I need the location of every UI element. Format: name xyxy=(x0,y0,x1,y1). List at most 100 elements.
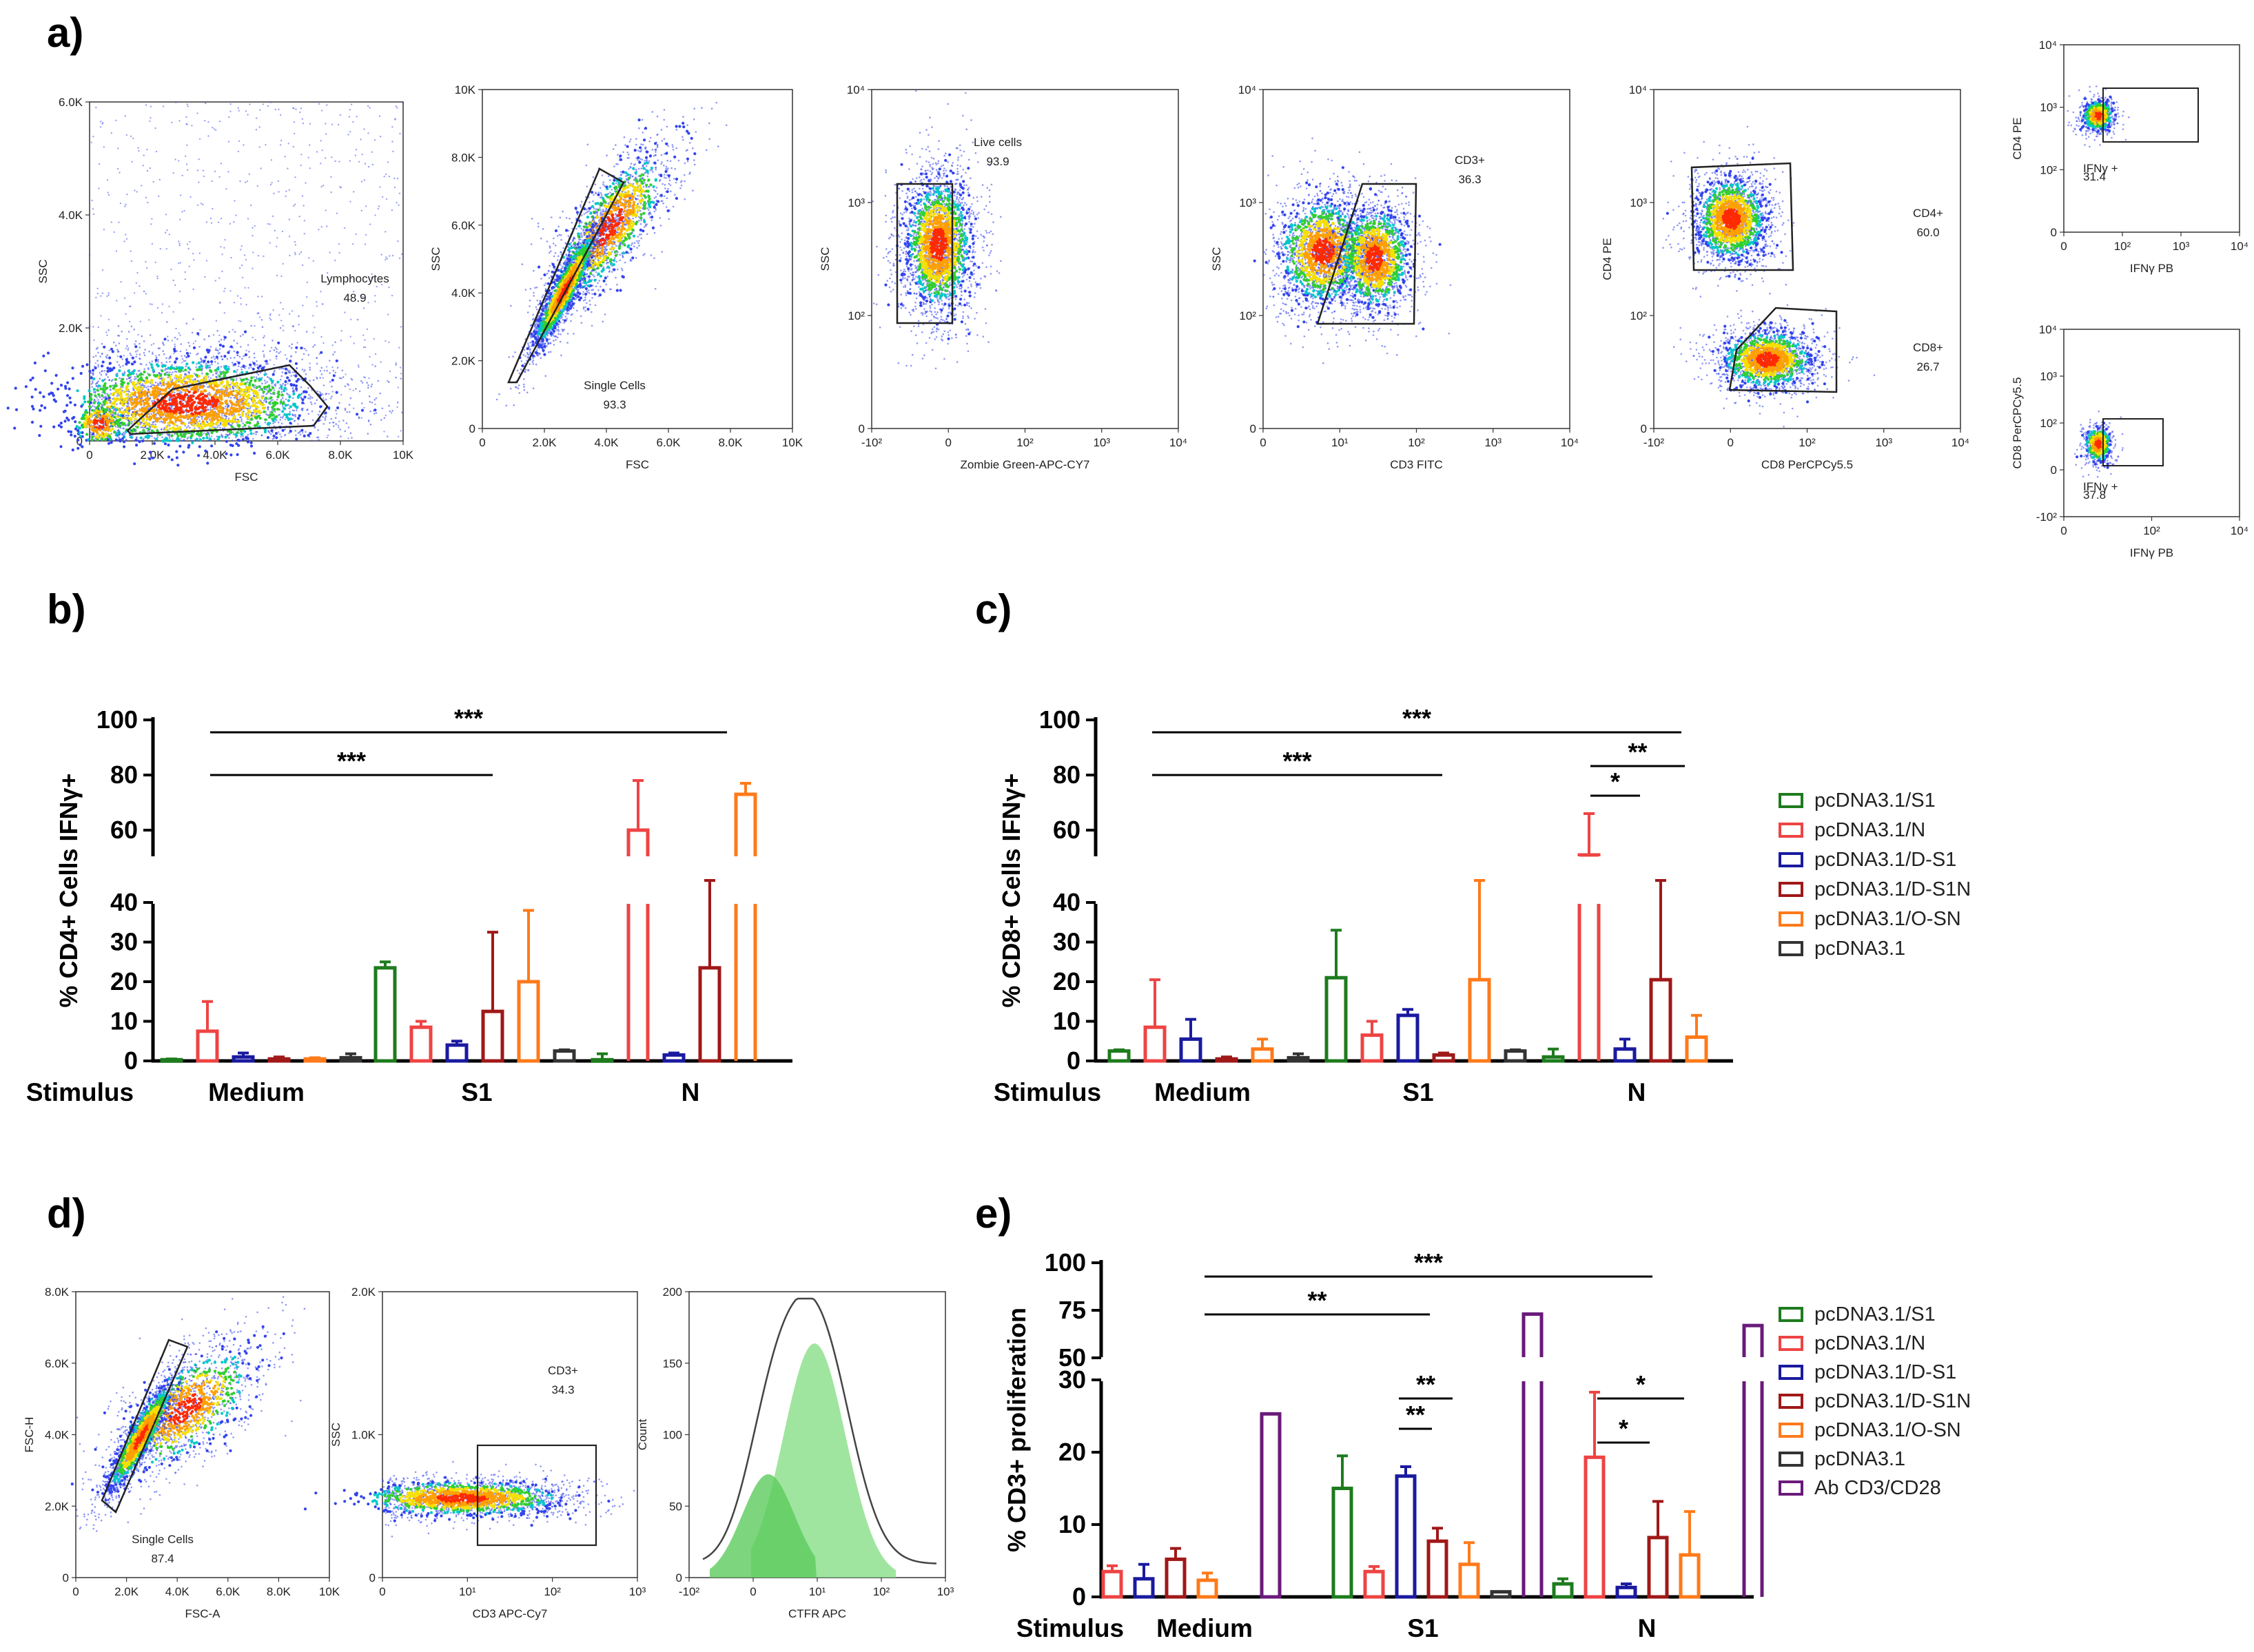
flow-a1-density-event xyxy=(268,402,271,404)
flow-a1-event xyxy=(308,354,310,356)
flow-a1-sparse-event xyxy=(362,335,364,336)
flow-a1: 0 2.0K 4.0K 6.0K 8.0K 10K02.0K4.0K6.0KFSCSSC L… xyxy=(0,96,414,484)
flow-a1-density-event xyxy=(276,408,279,411)
flow-a1-density-event xyxy=(281,410,284,413)
flow-a1-sparse-event xyxy=(267,223,269,225)
flow-a1-event xyxy=(285,384,287,386)
flow-a1-sparse-event xyxy=(257,185,258,187)
flow-a1-sparse-event xyxy=(191,125,192,126)
flow-a1-event xyxy=(265,382,267,384)
flow-a1-density-event xyxy=(141,386,143,389)
flow-a1-density-event xyxy=(170,409,172,412)
flow-a1-density-event xyxy=(205,413,208,415)
flow-a1-sparse-event xyxy=(108,194,110,196)
flow-a1-density-event xyxy=(68,397,71,400)
flow-a1-sparse-event xyxy=(373,338,375,340)
flow-a1-density-event xyxy=(165,418,167,421)
flow-a1-density-event xyxy=(125,388,128,391)
flow-a1-sparse-event xyxy=(350,319,351,320)
flow-a1-density-event xyxy=(163,408,165,411)
flow-a1-density-event xyxy=(140,373,143,375)
flow-a1-event xyxy=(373,399,376,401)
flow-a1-sparse-event xyxy=(362,154,363,155)
flow-a1-event xyxy=(388,381,390,383)
flow-a1-density-event xyxy=(141,378,143,381)
flow-a1-sparse-event xyxy=(239,267,240,269)
flow-a1-density-event xyxy=(262,404,265,406)
flow-a1-sparse-event xyxy=(89,254,90,256)
flow-a1-event xyxy=(286,358,288,360)
flow-a1-event xyxy=(308,394,310,396)
flow-a1-event xyxy=(219,427,221,429)
flow-a1-density-event xyxy=(31,395,34,398)
flow-a1-density-event xyxy=(34,362,37,364)
flow-a1-sparse-event xyxy=(338,425,339,426)
flow-a1-sparse-event xyxy=(326,366,327,367)
flow-a1-density-event xyxy=(202,437,205,440)
flow-a1-sparse-event xyxy=(146,149,147,150)
flow-a1-event xyxy=(227,434,229,436)
flow-a1-density-event xyxy=(136,426,139,429)
flow-a1-event xyxy=(201,373,203,375)
flow-a1-event xyxy=(210,378,212,380)
flow-a1-event xyxy=(209,419,211,421)
flow-a1-density-event xyxy=(152,369,154,371)
flow-a1-density-event xyxy=(153,442,156,445)
flow-a1-density-event xyxy=(223,394,226,397)
flow-a1-density-event xyxy=(182,451,185,453)
flow-a1-event xyxy=(280,379,282,381)
flow-a1-sparse-event xyxy=(313,260,314,262)
flow-a1-density-event xyxy=(225,387,227,390)
flow-a1-event xyxy=(335,423,337,425)
flow-a1-event xyxy=(391,410,393,412)
flow-a1-event xyxy=(176,371,178,373)
flow-a1-event xyxy=(129,377,131,379)
flow-a1-sparse-event xyxy=(321,110,322,111)
flow-a1-sparse-event xyxy=(349,131,351,132)
flow-a1-event xyxy=(181,391,183,393)
flow-a1-sparse-event xyxy=(109,350,110,351)
flow-a1-density-event xyxy=(289,417,292,420)
flow-a1-event xyxy=(221,339,223,341)
flow-a1-sparse-event xyxy=(100,126,101,127)
flow-a1-event xyxy=(169,437,171,439)
flow-a1-event xyxy=(311,397,314,399)
flow-a1-debris-event xyxy=(115,426,117,428)
flow-a1-event xyxy=(217,362,219,364)
flow-a1-density-event xyxy=(131,403,134,406)
flow-a1-event xyxy=(258,312,260,314)
flow-a1-sparse-event xyxy=(245,304,247,305)
flow-a1-density-event xyxy=(119,392,121,395)
flow-a1-density-event xyxy=(219,395,222,397)
flow-a1-density-event xyxy=(215,403,218,406)
flow-a1-sparse-event xyxy=(125,348,127,349)
flow-a1-sparse-event xyxy=(336,413,337,415)
flow-a1-sparse-event xyxy=(180,438,181,440)
flow-a1-event xyxy=(96,348,98,350)
flow-a1-sparse-event xyxy=(127,347,129,349)
flow-a1-event xyxy=(238,365,240,367)
flow-a1-sparse-event xyxy=(238,110,240,112)
flow-a1-event xyxy=(256,431,258,433)
flow-a1-event xyxy=(250,325,252,327)
flow-a1-event xyxy=(357,319,359,321)
flow-a1-sparse-event xyxy=(368,378,369,379)
flow-a1-density-event xyxy=(172,426,174,429)
flow-a1-event xyxy=(281,423,283,425)
flow-a1-density-event xyxy=(192,388,195,391)
flow-a1-sparse-event xyxy=(179,245,181,246)
flow-a1-sparse-event xyxy=(220,246,221,247)
flow-a1-sparse-event xyxy=(340,114,341,116)
flow-a1-event xyxy=(316,357,318,359)
flow-a1-density-event xyxy=(101,394,103,397)
flow-a1-sparse-event xyxy=(270,184,271,185)
flow-a1-density-event xyxy=(181,422,183,424)
flow-a1-density-event xyxy=(236,439,239,442)
flow-a1-event xyxy=(189,369,192,371)
flow-a1-sparse-event xyxy=(353,408,354,409)
flow-a1-event xyxy=(279,433,281,435)
flow-a1-sparse-event xyxy=(175,102,176,103)
flow-a1-density-event xyxy=(187,414,189,417)
flow-a1-sparse-event xyxy=(172,311,174,313)
flow-a1-density-event xyxy=(152,414,154,417)
